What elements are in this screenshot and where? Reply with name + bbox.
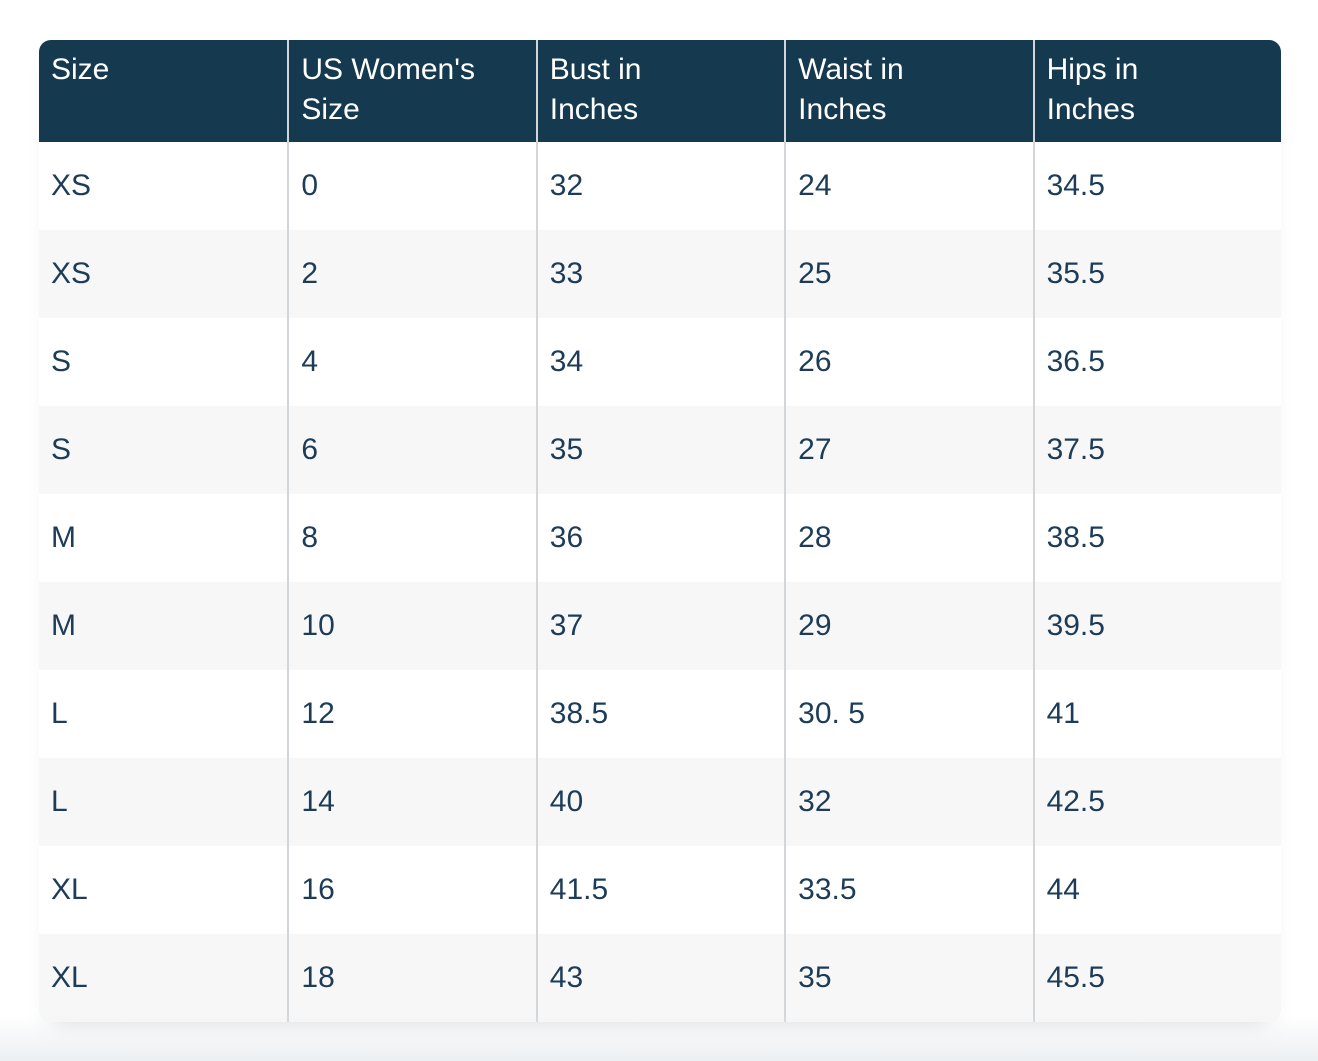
cell-size: XS	[39, 142, 288, 230]
cell-bust: 36	[535, 494, 785, 582]
table-row: S 4 34 26 36.5	[39, 318, 1281, 406]
cell-waist: 29	[784, 582, 1033, 670]
header-line: US Women's	[301, 53, 475, 86]
cell-size: XL	[39, 846, 288, 934]
cell-hips: 35.5	[1032, 230, 1281, 318]
table-header: Size US Women's Size Bust in Inches Wais…	[39, 40, 1281, 142]
table-row: XL 18 43 35 45.5	[39, 934, 1281, 1022]
cell-waist: 26	[784, 318, 1033, 406]
header-row: Size US Women's Size Bust in Inches Wais…	[39, 40, 1281, 142]
cell-waist: 25	[784, 230, 1033, 318]
cell-bust: 41.5	[535, 846, 785, 934]
cell-us-size: 8	[287, 494, 536, 582]
cell-bust: 40	[535, 758, 785, 846]
cell-bust: 43	[535, 934, 785, 1022]
header-line: Hips in	[1046, 53, 1139, 86]
column-header-bust: Bust in Inches	[535, 40, 785, 142]
table-row: L 14 40 32 42.5	[39, 758, 1281, 846]
cell-hips: 45.5	[1032, 934, 1281, 1022]
cell-us-size: 2	[287, 230, 536, 318]
cell-size: XS	[39, 230, 288, 318]
cell-bust: 35	[535, 406, 785, 494]
table-row: XS 2 33 25 35.5	[39, 230, 1281, 318]
table-row: M 10 37 29 39.5	[39, 582, 1281, 670]
column-header-size: Size	[39, 40, 288, 142]
size-chart-card: Size US Women's Size Bust in Inches Wais…	[39, 40, 1281, 1022]
column-header-us-womens-size: US Women's Size	[287, 40, 536, 142]
table-row: XL 16 41.5 33.5 44	[39, 846, 1281, 934]
cell-waist: 32	[784, 758, 1033, 846]
header-line: Inches	[798, 93, 887, 126]
cell-hips: 36.5	[1032, 318, 1281, 406]
cell-hips: 39.5	[1032, 582, 1281, 670]
header-line: Size	[51, 53, 110, 86]
cell-hips: 34.5	[1032, 142, 1281, 230]
cell-hips: 44	[1032, 846, 1281, 934]
cell-bust: 33	[535, 230, 785, 318]
cell-us-size: 16	[287, 846, 536, 934]
table-row: L 12 38.5 30. 5 41	[39, 670, 1281, 758]
header-line: Waist in	[798, 53, 904, 86]
cell-size: XL	[39, 934, 288, 1022]
table-row: M 8 36 28 38.5	[39, 494, 1281, 582]
cell-waist: 24	[784, 142, 1033, 230]
cell-waist: 27	[784, 406, 1033, 494]
cell-bust: 37	[535, 582, 785, 670]
cell-bust: 34	[535, 318, 785, 406]
cell-hips: 37.5	[1032, 406, 1281, 494]
column-header-hips: Hips in Inches	[1032, 40, 1281, 142]
cell-waist: 30. 5	[784, 670, 1033, 758]
cell-size: M	[39, 582, 288, 670]
cell-size: S	[39, 406, 288, 494]
cell-hips: 42.5	[1032, 758, 1281, 846]
cell-size: S	[39, 318, 288, 406]
header-line: Bust in	[549, 53, 642, 86]
cell-us-size: 14	[287, 758, 536, 846]
table-row: XS 0 32 24 34.5	[39, 142, 1281, 230]
table-body: XS 0 32 24 34.5 XS 2 33 25 35.5 S 4 34 2…	[39, 142, 1281, 1022]
cell-size: L	[39, 670, 288, 758]
cell-waist: 33.5	[784, 846, 1033, 934]
cell-us-size: 4	[287, 318, 536, 406]
cell-hips: 41	[1032, 670, 1281, 758]
column-header-waist: Waist in Inches	[784, 40, 1033, 142]
table-row: S 6 35 27 37.5	[39, 406, 1281, 494]
size-chart-table: Size US Women's Size Bust in Inches Wais…	[39, 40, 1281, 1022]
header-line: Size	[301, 93, 360, 126]
cell-us-size: 0	[287, 142, 536, 230]
cell-bust: 32	[535, 142, 785, 230]
cell-us-size: 6	[287, 406, 536, 494]
header-line: Inches	[549, 93, 639, 126]
cell-hips: 38.5	[1032, 494, 1281, 582]
cell-waist: 35	[784, 934, 1033, 1022]
header-line: Inches	[1046, 93, 1135, 126]
cell-bust: 38.5	[535, 670, 785, 758]
cell-us-size: 10	[287, 582, 536, 670]
cell-size: M	[39, 494, 288, 582]
cell-us-size: 18	[287, 934, 536, 1022]
cell-size: L	[39, 758, 288, 846]
cell-waist: 28	[784, 494, 1033, 582]
cell-us-size: 12	[287, 670, 536, 758]
